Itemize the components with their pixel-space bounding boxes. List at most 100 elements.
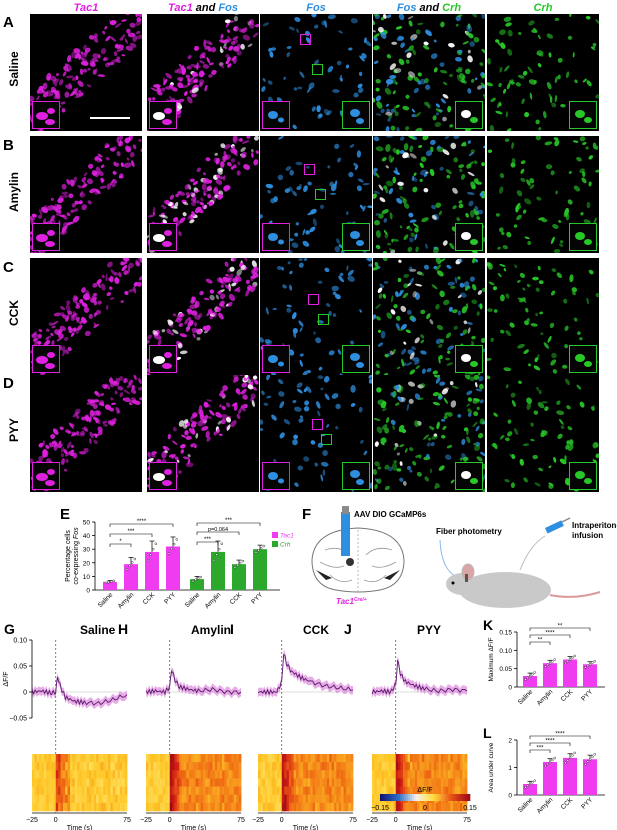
- heatmap-cell: [265, 754, 268, 762]
- cell-dot: [432, 115, 437, 121]
- heatmap-cell: [210, 762, 213, 770]
- heatmap-cell: [389, 754, 392, 762]
- heatmap-cell: [108, 778, 111, 786]
- heatmap-cell: [89, 803, 92, 811]
- k-ytick-label: 0.05: [499, 666, 512, 673]
- cell-dot: [265, 183, 273, 189]
- cell-dot: [429, 319, 434, 326]
- heatmap-cell: [217, 787, 220, 795]
- l-datapoint: [571, 754, 573, 756]
- cell-dot: [476, 311, 480, 316]
- colorbar-cell: [426, 794, 428, 801]
- cell-dot: [463, 320, 468, 325]
- heatmap-cell: [65, 787, 68, 795]
- cell-dot: [243, 258, 248, 262]
- heatmap-cell: [405, 770, 408, 778]
- colorbar-cell: [456, 794, 458, 801]
- heatmap-cell: [334, 762, 337, 770]
- heatmap-cell: [68, 778, 71, 786]
- heatmap-cell: [80, 795, 83, 803]
- cell-dot: [246, 279, 250, 284]
- heatmap-cell: [439, 778, 442, 786]
- heatmap-cell: [308, 778, 311, 786]
- cell-dot: [449, 381, 454, 386]
- heatmap-cell: [287, 803, 290, 811]
- heatmap-cell: [122, 803, 125, 811]
- heatmap-cell: [458, 787, 461, 795]
- heatmap-cell: [317, 787, 320, 795]
- heatmap-cell: [434, 803, 437, 811]
- heatmap-cell: [408, 762, 411, 770]
- cell-dot: [408, 446, 414, 452]
- heatmap-cell: [101, 762, 104, 770]
- heatmap-cell: [186, 770, 189, 778]
- heatmap-cell: [332, 754, 335, 762]
- heatmap-cell: [49, 803, 52, 811]
- heatmap-cell: [303, 795, 306, 803]
- cell-dot: [464, 68, 472, 76]
- k-datapoint: [547, 664, 549, 666]
- cell-dot: [93, 439, 99, 445]
- cell-dot: [471, 335, 476, 340]
- cell-dot: [519, 272, 526, 279]
- heatmap-cell: [234, 787, 237, 795]
- heatmap-cell: [372, 787, 375, 795]
- cell-dot: [429, 139, 436, 146]
- cell-dot: [49, 433, 56, 440]
- cell-dot: [66, 300, 70, 305]
- inset-tac1: [149, 223, 177, 251]
- infusion-label-2: infusion: [572, 531, 603, 540]
- time-axis-label: Time (s): [181, 825, 206, 830]
- cell-dot: [113, 277, 120, 285]
- micrograph-amylin-col5: [487, 136, 599, 253]
- column-header-part: Crh: [442, 2, 461, 14]
- cell-dot: [64, 91, 69, 98]
- heatmap-cell: [334, 778, 337, 786]
- heatmap-cell: [275, 803, 278, 811]
- cell-dot: [208, 294, 216, 302]
- cell-dot: [542, 111, 547, 119]
- cell-dot: [524, 111, 530, 117]
- heatmap-cell: [374, 762, 377, 770]
- heatmap-cell: [156, 770, 159, 778]
- cell-dot: [204, 84, 209, 91]
- l-ylabel: Area under curve: [488, 742, 495, 792]
- cell-dot: [506, 384, 509, 389]
- cell-dot: [536, 196, 542, 202]
- cell-dot: [575, 156, 582, 162]
- cell-dot: [530, 423, 533, 427]
- heatmap-cell: [75, 770, 78, 778]
- cell-dot: [506, 127, 512, 131]
- heatmap-cell: [89, 770, 92, 778]
- heatmap-cell: [272, 762, 275, 770]
- heatmap-cell: [382, 787, 385, 795]
- heatmap-cell: [120, 762, 123, 770]
- heatmap-cell: [39, 754, 42, 762]
- heatmap-cell: [270, 762, 273, 770]
- cell-dot: [398, 14, 405, 21]
- e-datapoint: [258, 549, 260, 551]
- colorbar-cell: [408, 794, 410, 801]
- cell-dot: [204, 297, 210, 300]
- heatmap-cell: [165, 762, 168, 770]
- cell-dot: [466, 390, 474, 396]
- cell-dot: [390, 125, 397, 131]
- heatmap-cell: [215, 770, 218, 778]
- heatmap-cell: [177, 770, 180, 778]
- cell-dot: [208, 74, 213, 78]
- k-ytick-label: 0.15: [499, 630, 512, 637]
- row-label-saline: Saline: [7, 39, 21, 99]
- heatmap-cell: [118, 787, 121, 795]
- cell-dot: [287, 261, 291, 265]
- cell-dot: [429, 168, 435, 176]
- heatmap-cell: [401, 778, 404, 786]
- cell-dot: [414, 336, 421, 344]
- heatmap-cell: [272, 754, 275, 762]
- cell-dot: [559, 243, 564, 248]
- heatmap-cell: [106, 778, 109, 786]
- cell-dot: [552, 368, 558, 374]
- cell-dot: [495, 110, 503, 115]
- heatmap-cell: [325, 762, 328, 770]
- micrograph-pyy-col5: [487, 375, 599, 492]
- heatmap-cell: [160, 770, 163, 778]
